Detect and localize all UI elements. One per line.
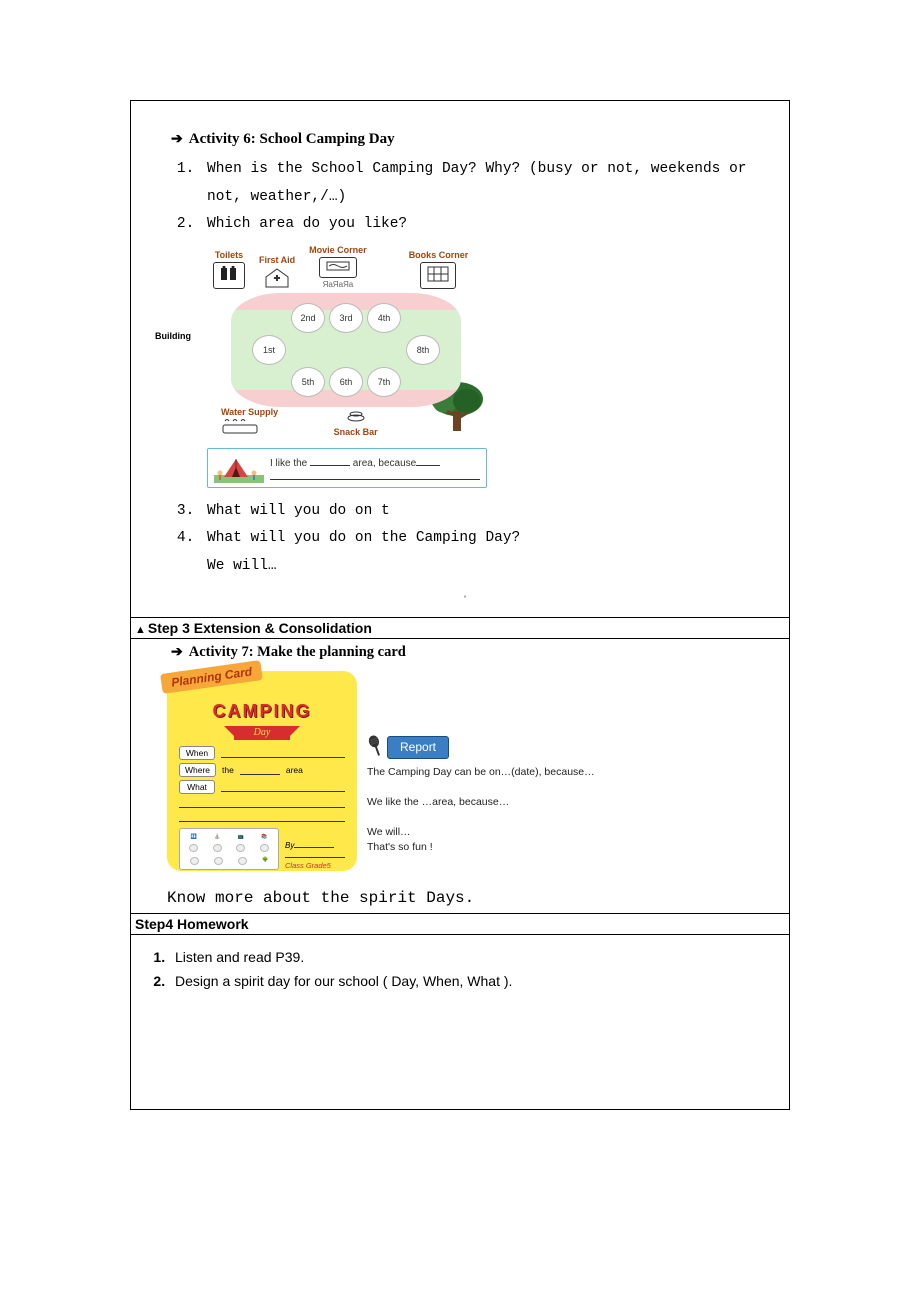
caption-mid: area, because: [350, 458, 416, 469]
pc-where-label: Where: [179, 763, 216, 777]
pc-where-area: area: [286, 765, 303, 775]
question-4-sub: We will…: [171, 553, 759, 581]
area-5th: 5th: [291, 367, 325, 397]
area-7th: 7th: [367, 367, 401, 397]
area-1st: 1st: [252, 335, 286, 365]
activity-6-questions-cont: What will you do on t What will you do o…: [171, 498, 759, 553]
report-button: Report: [387, 736, 449, 759]
homework-item-1: Listen and read P39.: [169, 945, 769, 969]
step-4-header: Step4 Homework: [131, 913, 789, 935]
pc-by-label: By: [285, 841, 294, 850]
microphone-icon: [363, 733, 388, 762]
books-corner-label: Books Corner: [409, 250, 469, 260]
know-more-text: Know more about the spirit Days.: [131, 879, 789, 913]
camping-ribbon: Day: [234, 726, 291, 740]
pc-when-label: When: [179, 746, 215, 760]
area-4th: 4th: [367, 303, 401, 333]
area-2nd: 2nd: [291, 303, 325, 333]
area-6th: 6th: [329, 367, 363, 397]
area-8th: 8th: [406, 335, 440, 365]
step-3-header: Step 3 Extension & Consolidation: [131, 617, 789, 639]
report-line-1: The Camping Day can be on…(date), becaus…: [367, 765, 595, 780]
camping-field: 2nd 3rd 4th 1st 8th 5th: [231, 293, 461, 407]
homework-item-2: Design a spirit day for our school ( Day…: [169, 969, 769, 993]
camping-title: CAMPING: [179, 701, 345, 722]
movie-corner-icon: [319, 257, 357, 278]
activity-6-questions: When is the School Camping Day? Why? (bu…: [171, 156, 759, 239]
report-line-3: We will…: [367, 825, 595, 840]
planning-area: Planning Card CAMPING Day When Where the…: [131, 665, 789, 879]
page-frame: Activity 6: School Camping Day When is t…: [130, 100, 790, 1110]
snack-bar-icon: [347, 410, 365, 422]
page-marker: ▪: [171, 592, 759, 601]
pc-what-label: What: [179, 780, 215, 794]
question-3: What will you do on t: [203, 498, 759, 526]
snack-bar-label: Snack Bar: [278, 427, 433, 437]
map-caption-text: I like the area, because: [270, 456, 480, 480]
planning-card: Planning Card CAMPING Day When Where the…: [167, 671, 357, 871]
planning-card-tag: Planning Card: [160, 660, 263, 694]
toilets-label: Toilets: [215, 250, 243, 260]
activity-6-section: Activity 6: School Camping Day When is t…: [131, 101, 789, 617]
water-supply-label: Water Supply: [221, 407, 278, 417]
question-4: What will you do on the Camping Day?: [203, 525, 759, 553]
homework-list: Listen and read P39. Design a spirit day…: [131, 935, 789, 1023]
caption-prefix: I like the: [270, 458, 310, 469]
tent-icon: [214, 453, 264, 483]
report-line-4: That's so fun !: [367, 840, 595, 855]
movie-seats-icon: ЯaЯaЯa: [323, 280, 354, 289]
pc-where-the: the: [222, 765, 234, 775]
area-3rd: 3rd: [329, 303, 363, 333]
mini-map-icon: 🚻⛪📺📚 🌳: [179, 828, 279, 870]
books-corner-icon: [420, 262, 456, 289]
activity-6-heading: Activity 6: School Camping Day: [171, 131, 759, 148]
building-label: Building: [155, 331, 191, 341]
map-caption-box: I like the area, because: [207, 448, 487, 488]
pc-class-label: Class Grade5: [285, 861, 345, 870]
question-2: Which area do you like?: [203, 211, 759, 239]
report-line-2: We like the …area, because…: [367, 795, 595, 810]
water-supply-icon: [221, 417, 261, 437]
activity-7-heading: Activity 7: Make the planning card: [171, 644, 406, 660]
first-aid-label: First Aid: [259, 255, 295, 265]
camping-map: Toilets First Aid Movie Corner: [207, 245, 759, 488]
first-aid-icon: [264, 267, 290, 289]
question-1: When is the School Camping Day? Why? (bu…: [203, 156, 759, 211]
toilets-icon: [213, 262, 245, 289]
report-column: Report The Camping Day can be on…(date),…: [367, 671, 595, 855]
movie-corner-label: Movie Corner: [309, 245, 367, 255]
